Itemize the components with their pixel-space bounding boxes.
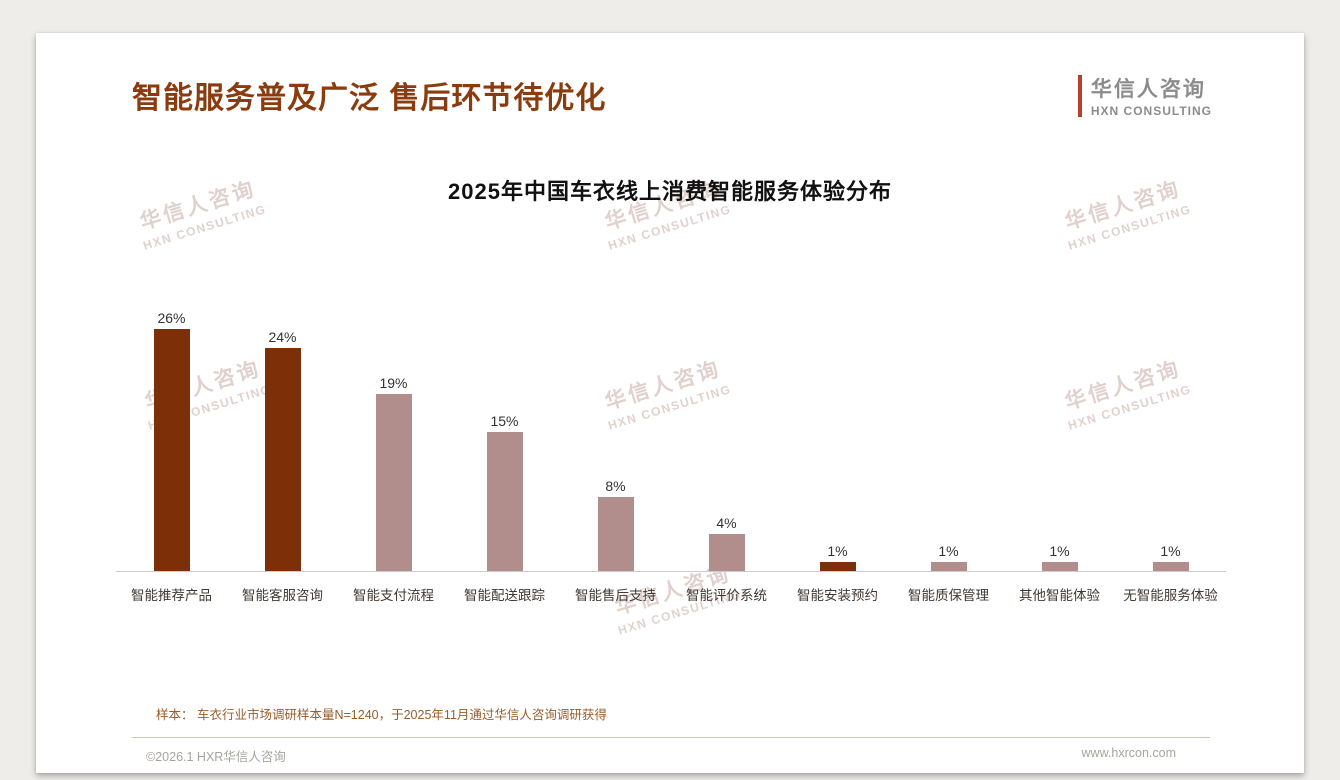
bar — [597, 496, 634, 571]
chart-column: 4% — [671, 515, 782, 571]
bar-value-label: 19% — [379, 375, 408, 392]
website-text: www.hxrcon.com — [1081, 746, 1176, 760]
footnote-section: 样本： 车衣行业市场调研样本量N=1240，于2025年11月通过华信人咨询调研… — [132, 704, 1210, 738]
category-label: 智能推荐产品 — [131, 588, 212, 603]
category-label: 其他智能体验 — [1019, 588, 1100, 603]
chart-column: 1% — [1004, 543, 1115, 571]
logo-subtitle: HXN CONSULTING — [1090, 104, 1212, 118]
copyright-text: ©2026.1 HXR华信人咨询 — [146, 750, 286, 764]
category-label: 智能安装预约 — [797, 588, 878, 603]
chart-title: 2025年中国车衣线上消费智能服务体验分布 — [448, 179, 892, 204]
chart-column: 24% — [227, 329, 338, 571]
bar-value-label: 24% — [268, 328, 297, 345]
chart-column: 8% — [560, 478, 671, 571]
bar — [375, 394, 412, 571]
logo-name: 华信人咨询 — [1090, 78, 1206, 101]
chart-column: 1% — [1115, 543, 1226, 571]
page-title: 智能服务普及广泛 售后环节待优化 — [132, 82, 607, 115]
slide-content: 智能服务普及广泛 售后环节待优化 华信人咨询 HXN CONSULTING 20… — [36, 33, 1304, 773]
bar — [819, 561, 856, 571]
bar — [486, 431, 523, 571]
bar — [1152, 561, 1189, 571]
category-label: 智能质保管理 — [908, 588, 989, 603]
bars-row: 26% 24% 19% 15% 8% 4% 1% 1% 1% 1% — [116, 304, 1226, 572]
category-label: 智能售后支持 — [575, 588, 656, 603]
bar-chart: 26% 24% 19% 15% 8% 4% 1% 1% 1% 1% 智能推荐产品 智能客服咨询 智能支… — [116, 304, 1226, 604]
chart-column: 15% — [449, 412, 560, 571]
bar — [153, 329, 190, 571]
chart-column: 1% — [782, 543, 893, 571]
logo-text: 华信人咨询 HXN CONSULTING — [1091, 73, 1212, 118]
bar — [264, 347, 301, 571]
category-label: 智能配送跟踪 — [464, 588, 545, 603]
footer: ©2026.1 HXR华信人咨询 www.hxrcon.com — [36, 738, 1304, 765]
bar-value-label: 8% — [605, 477, 626, 494]
bar-value-label: 4% — [716, 514, 737, 531]
sample-footnote: 样本： 车衣行业市场调研样本量N=1240，于2025年11月通过华信人咨询调研… — [156, 708, 607, 722]
category-label: 智能支付流程 — [353, 588, 434, 603]
bar — [930, 561, 967, 571]
bar-value-label: 1% — [938, 542, 959, 559]
bar — [1041, 561, 1078, 571]
category-label: 智能客服咨询 — [242, 588, 323, 603]
chart-column: 1% — [893, 543, 1004, 571]
header: 智能服务普及广泛 售后环节待优化 华信人咨询 HXN CONSULTING — [36, 33, 1304, 118]
chart-column: 19% — [338, 375, 449, 571]
category-label: 智能评价系统 — [686, 588, 767, 603]
logo-accent-bar-icon — [1077, 74, 1082, 117]
chart-column: 26% — [116, 310, 227, 571]
category-label: 无智能服务体验 — [1123, 588, 1218, 603]
labels-row: 智能推荐产品 智能客服咨询 智能支付流程 智能配送跟踪 智能售后支持 智能评价系统 智能安装… — [116, 572, 1226, 604]
bar-value-label: 26% — [157, 310, 186, 327]
company-logo: 华信人咨询 HXN CONSULTING — [1077, 73, 1212, 118]
bar-value-label: 1% — [827, 542, 848, 559]
bar-value-label: 1% — [1049, 542, 1070, 559]
slide-card: 华信人咨询 HXN CONSULTING 华信人咨询 HXN CONSULTING 华信… — [36, 33, 1304, 773]
bar-value-label: 1% — [1160, 542, 1181, 559]
bar-value-label: 15% — [490, 412, 519, 429]
bar — [708, 533, 745, 571]
